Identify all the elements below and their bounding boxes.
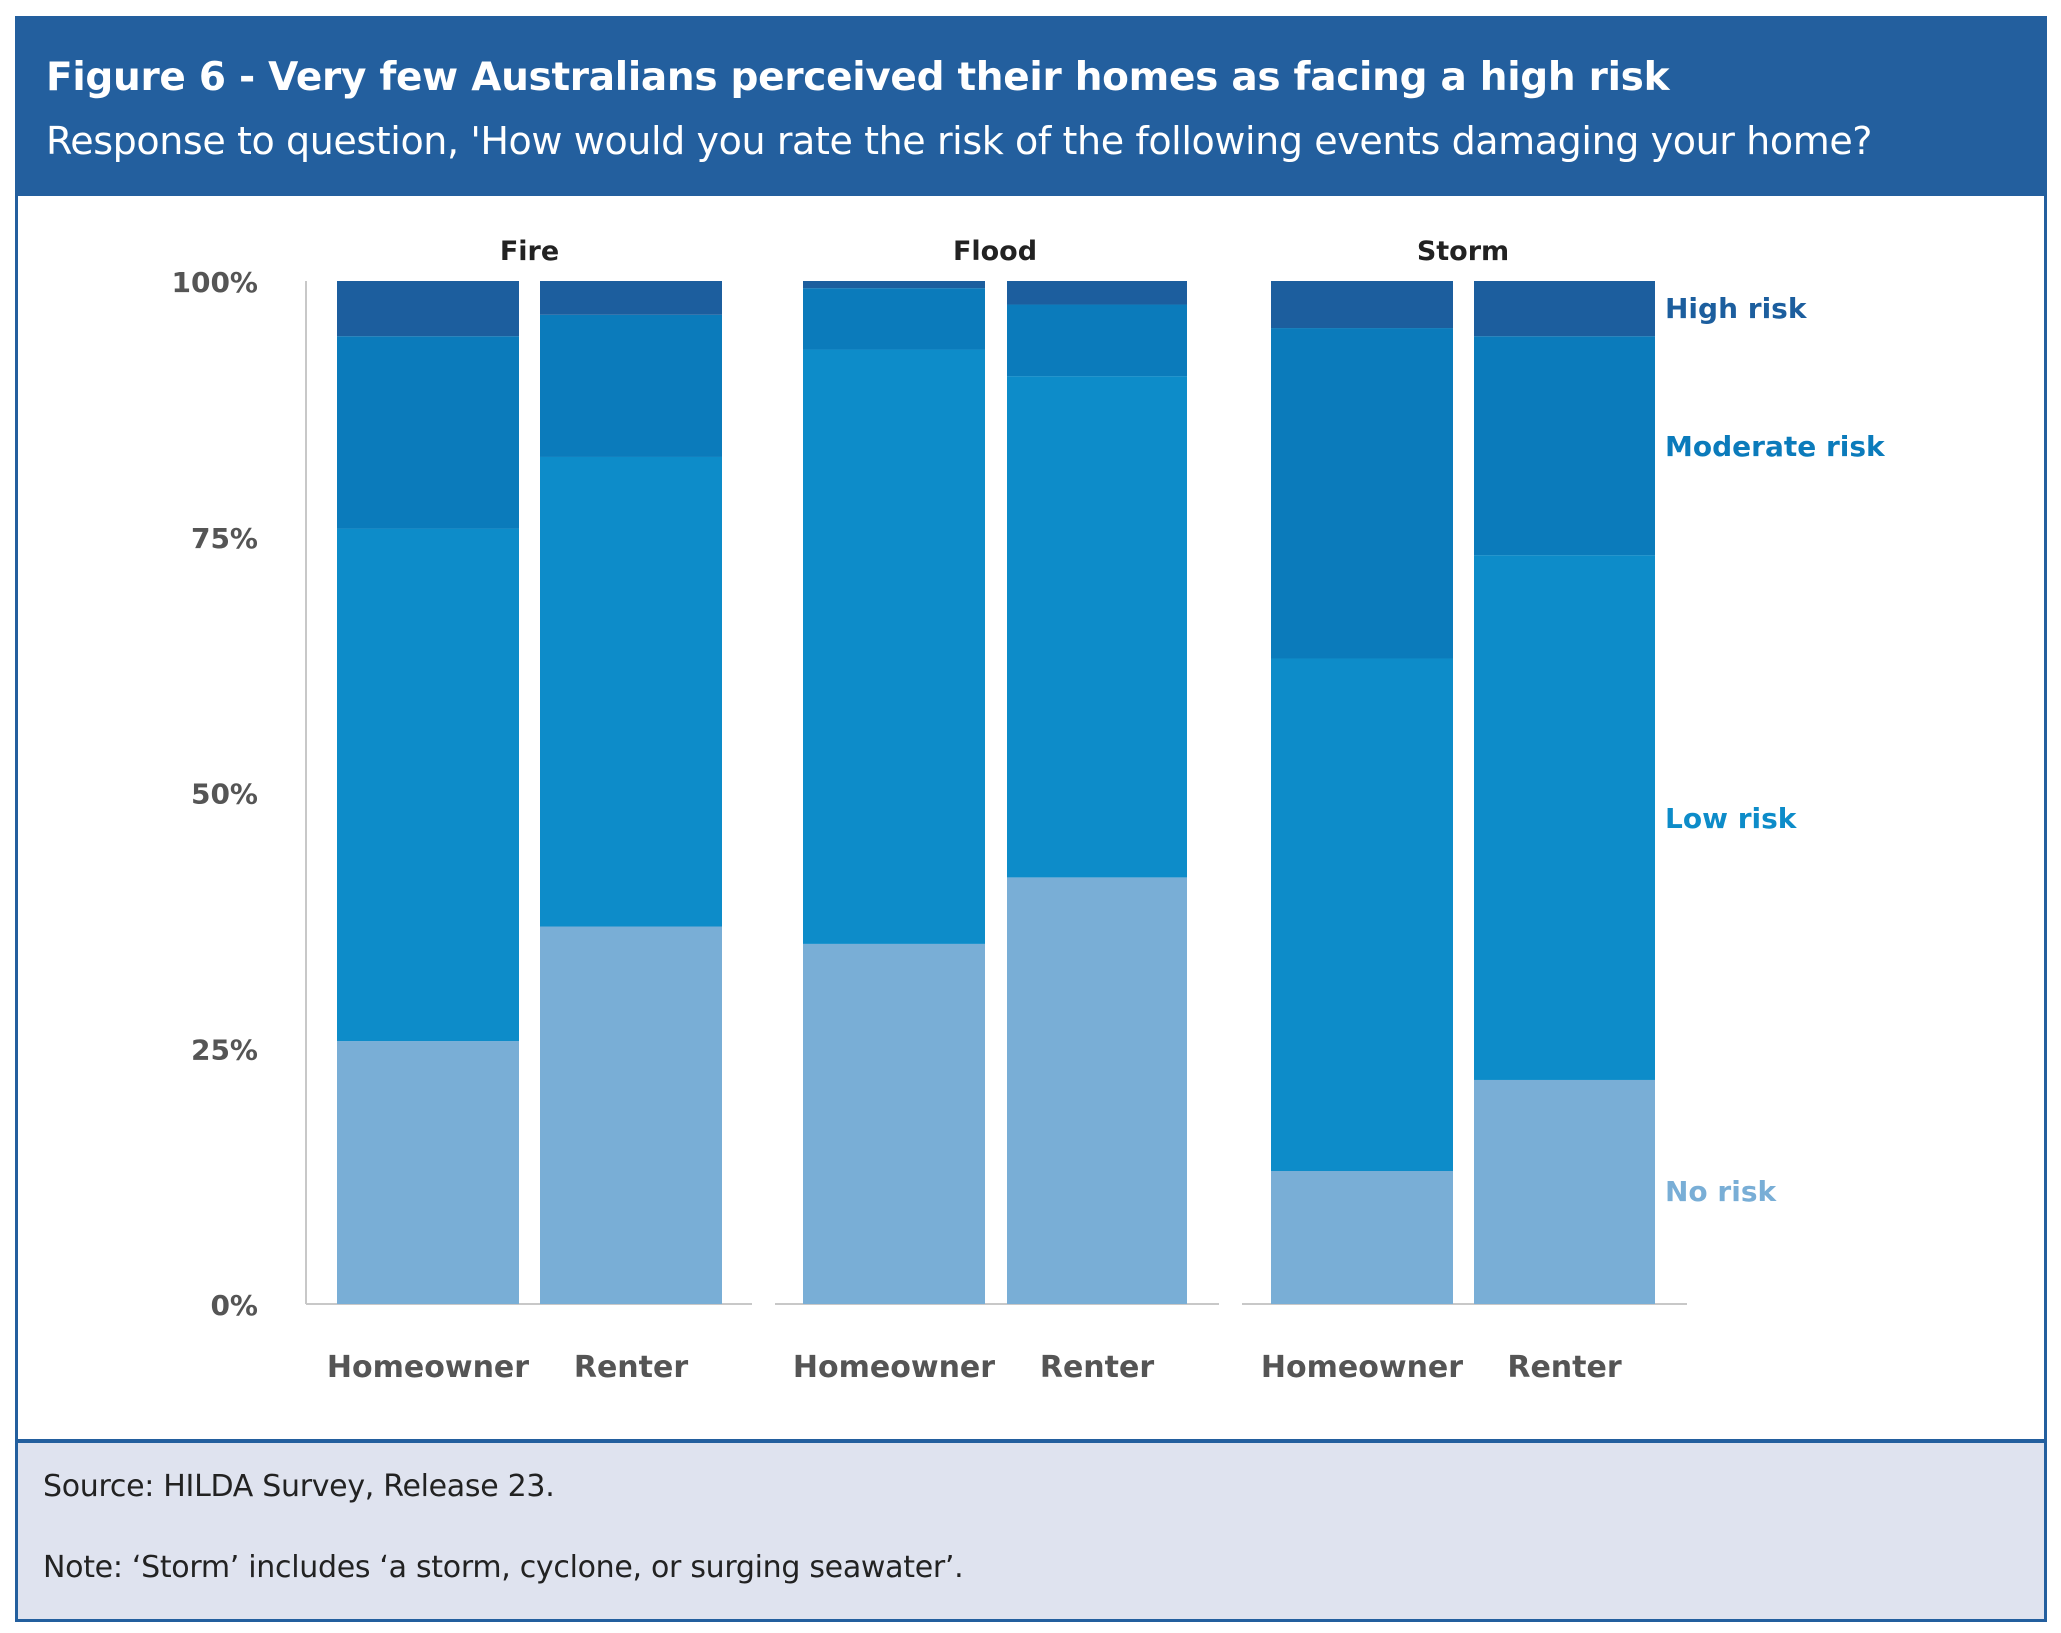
bar-segment-flood-renter-no-risk xyxy=(1007,877,1187,1304)
panel-title-fire: Fire xyxy=(500,236,559,267)
y-tick-label: 25% xyxy=(191,1033,258,1066)
bar-segment-fire-homeowner-moderate-risk xyxy=(337,336,519,529)
legend-label-high-risk: High risk xyxy=(1665,292,1808,325)
y-tick-label: 50% xyxy=(191,778,258,811)
legend-label-no-risk: No risk xyxy=(1665,1175,1777,1208)
bar-segment-storm-homeowner-high-risk xyxy=(1271,281,1453,329)
category-label-renter: Renter xyxy=(1040,1350,1154,1385)
legend-label-low-risk: Low risk xyxy=(1665,802,1798,835)
y-tick-label: 0% xyxy=(210,1289,258,1322)
storm-note: Note: ‘Storm’ includes ‘a storm, cyclone… xyxy=(43,1550,964,1585)
legend-label-moderate-risk: Moderate risk xyxy=(1665,430,1886,463)
category-label-renter: Renter xyxy=(1507,1350,1621,1385)
bar-segment-storm-renter-no-risk xyxy=(1474,1079,1655,1304)
bar-segment-storm-renter-high-risk xyxy=(1474,281,1655,337)
bar-segment-fire-homeowner-high-risk xyxy=(337,281,519,337)
bar-segment-flood-homeowner-high-risk xyxy=(803,281,985,289)
bar-segment-storm-homeowner-low-risk xyxy=(1271,658,1453,1172)
bar-segment-storm-renter-low-risk xyxy=(1474,555,1655,1080)
bar-segment-flood-renter-low-risk xyxy=(1007,376,1187,878)
bar-segment-storm-homeowner-moderate-risk xyxy=(1271,328,1453,659)
bar-segment-flood-homeowner-low-risk xyxy=(803,349,985,944)
category-label-renter: Renter xyxy=(574,1350,688,1385)
bar-segment-storm-renter-moderate-risk xyxy=(1474,336,1655,556)
bar-segment-fire-renter-moderate-risk xyxy=(540,314,722,457)
y-tick-label: 75% xyxy=(191,522,258,555)
bar-segment-fire-renter-high-risk xyxy=(540,281,722,315)
category-label-homeowner: Homeowner xyxy=(1261,1350,1463,1385)
labels: 0% 25% 50% 75% 100% Fire Homeowner Renter Flood H… xyxy=(171,236,1886,1385)
figure-header: Figure 6 - Very few Australians perceive… xyxy=(18,19,2044,196)
figure-subtitle: Response to question, 'How would you rat… xyxy=(46,119,1873,163)
bar-segment-flood-homeowner-no-risk xyxy=(803,943,985,1304)
category-label-homeowner: Homeowner xyxy=(793,1350,995,1385)
bar-segment-fire-homeowner-no-risk xyxy=(337,1041,519,1304)
panel-title-storm: Storm xyxy=(1417,236,1509,267)
bar-segment-flood-renter-high-risk xyxy=(1007,281,1187,305)
figure-title: Figure 6 - Very few Australians perceive… xyxy=(46,55,1670,100)
bar-segment-fire-renter-no-risk xyxy=(540,926,722,1304)
y-tick-label: 100% xyxy=(171,266,258,299)
source-note: Source: HILDA Survey, Release 23. xyxy=(43,1469,555,1504)
figure-footer: Source: HILDA Survey, Release 23. Note: … xyxy=(18,1439,2044,1619)
panel-title-flood: Flood xyxy=(953,236,1037,267)
bar-segment-flood-homeowner-moderate-risk xyxy=(803,288,985,350)
bar-segment-fire-renter-low-risk xyxy=(540,456,722,927)
bar-segment-storm-homeowner-no-risk xyxy=(1271,1171,1453,1304)
category-label-homeowner: Homeowner xyxy=(327,1350,529,1385)
bars xyxy=(337,281,1655,1304)
bar-segment-fire-homeowner-low-risk xyxy=(337,528,519,1042)
bar-segment-flood-renter-moderate-risk xyxy=(1007,304,1187,377)
